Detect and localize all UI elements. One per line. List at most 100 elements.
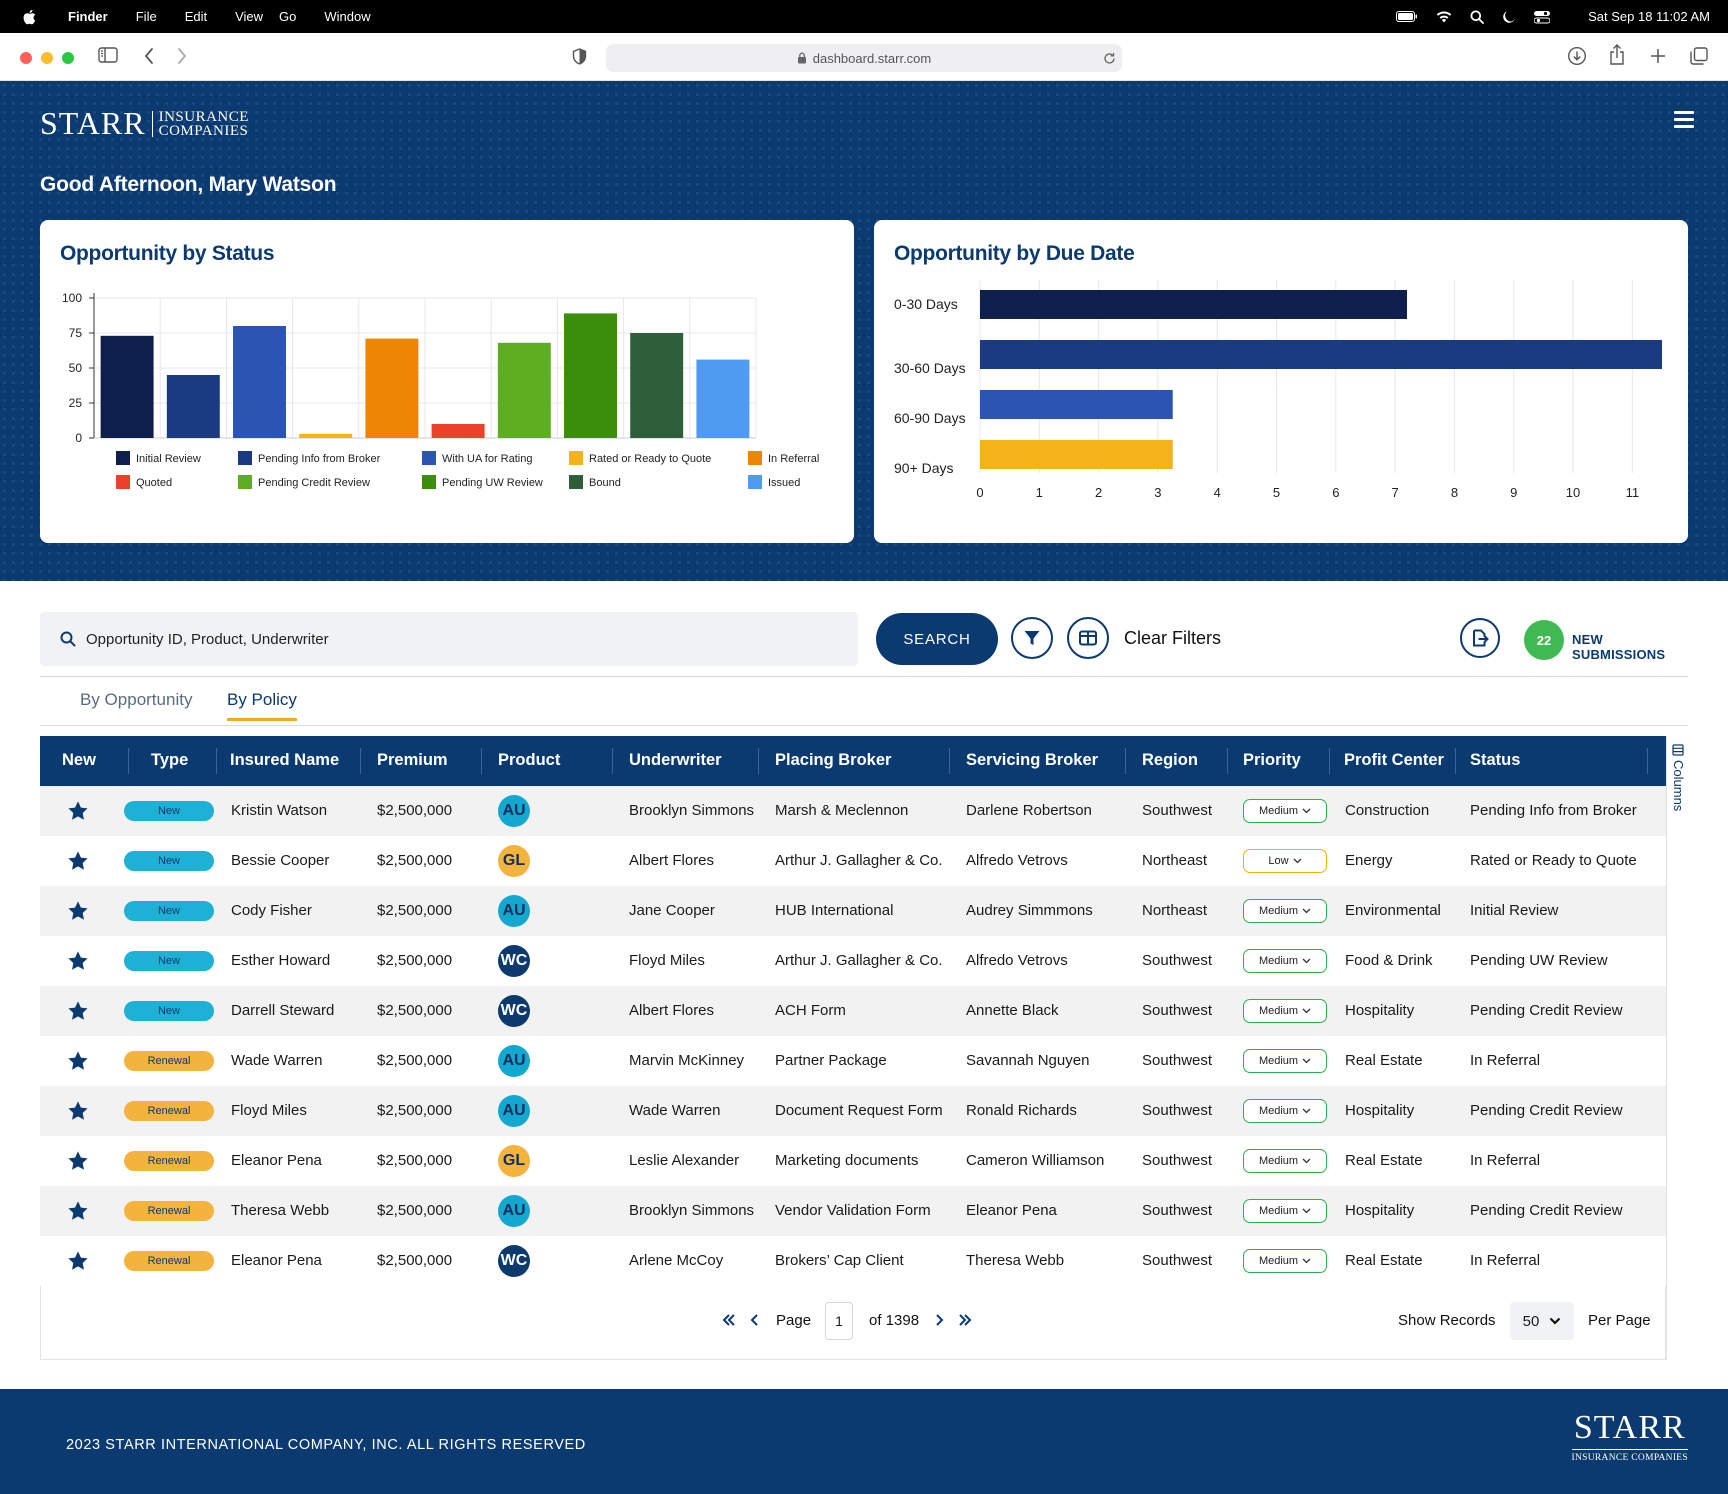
column-resize-handle[interactable] [1227, 748, 1228, 774]
column-header-product[interactable]: Product [498, 751, 561, 769]
back-arrow-icon[interactable] [143, 47, 155, 65]
next-page-icon[interactable] [934, 1313, 944, 1327]
records-per-page-select[interactable]: 50 [1510, 1302, 1574, 1340]
favorite-star-icon[interactable] [67, 800, 89, 822]
window-minimize-button[interactable] [41, 52, 53, 64]
column-resize-handle[interactable] [1329, 748, 1330, 774]
priority-dropdown[interactable]: Medium [1243, 1149, 1327, 1173]
control-center-icon[interactable] [1534, 10, 1551, 24]
column-resize-handle[interactable] [949, 748, 950, 774]
address-bar[interactable]: dashboard.starr.com [606, 44, 1122, 72]
last-page-icon[interactable] [958, 1313, 972, 1327]
priority-dropdown[interactable]: Medium [1243, 1249, 1327, 1273]
insured-name[interactable]: Darrell Steward [231, 1002, 335, 1019]
insured-name[interactable]: Eleanor Pena [231, 1152, 322, 1169]
priority-dropdown[interactable]: Medium [1243, 899, 1327, 923]
privacy-shield-icon[interactable] [572, 48, 587, 65]
starr-logo[interactable]: STARR INSURANCE COMPANIES [40, 105, 249, 142]
table-row[interactable]: New Darrell Steward $2,500,000 WC Albert Flo… [40, 986, 1688, 1036]
column-resize-handle[interactable] [216, 748, 217, 774]
sidebar-toggle-icon[interactable] [98, 47, 118, 63]
column-resize-handle[interactable] [1455, 748, 1456, 774]
column-resize-handle[interactable] [360, 748, 361, 774]
column-header-profit-center[interactable]: Profit Center [1344, 751, 1444, 769]
tab-overview-icon[interactable] [1690, 47, 1708, 65]
priority-dropdown[interactable]: Medium [1243, 1199, 1327, 1223]
search-input[interactable] [86, 630, 786, 648]
reload-icon[interactable] [1103, 52, 1116, 65]
column-resize-handle[interactable] [758, 748, 759, 774]
wifi-icon[interactable] [1436, 11, 1452, 23]
column-header-premium[interactable]: Premium [377, 751, 448, 769]
table-row[interactable]: Renewal Theresa Webb $2,500,000 AU Brooklyn … [40, 1186, 1688, 1236]
insured-name[interactable]: Floyd Miles [231, 1102, 307, 1119]
window-close-button[interactable] [20, 52, 32, 64]
menu-go[interactable]: Go [279, 9, 297, 24]
window-zoom-button[interactable] [62, 52, 74, 64]
column-header-new[interactable]: New [62, 751, 96, 769]
column-resize-handle[interactable] [1647, 748, 1648, 774]
table-row[interactable]: New Bessie Cooper $2,500,000 GL Albert Flore… [40, 836, 1688, 886]
insured-name[interactable]: Theresa Webb [231, 1202, 330, 1219]
apple-icon[interactable] [22, 9, 36, 25]
downloads-icon[interactable] [1567, 46, 1587, 66]
forward-arrow-icon[interactable] [176, 47, 188, 65]
previous-page-icon[interactable] [750, 1313, 760, 1327]
favorite-star-icon[interactable] [67, 950, 89, 972]
column-header-region[interactable]: Region [1142, 751, 1198, 769]
favorite-star-icon[interactable] [67, 900, 89, 922]
battery-icon[interactable] [1396, 11, 1418, 22]
first-page-icon[interactable] [722, 1313, 736, 1327]
insured-name[interactable]: Wade Warren [231, 1052, 323, 1069]
priority-dropdown[interactable]: Medium [1243, 799, 1327, 823]
hamburger-menu-icon[interactable] [1674, 111, 1694, 129]
menubar-datetime[interactable]: Sat Sep 18 11:02 AM [1588, 9, 1710, 24]
insured-name[interactable]: Esther Howard [231, 952, 331, 969]
new-submissions-count-badge[interactable]: 22 [1524, 620, 1564, 660]
share-icon[interactable] [1608, 44, 1626, 66]
column-header-type[interactable]: Type [151, 751, 189, 769]
table-row[interactable]: Renewal Eleanor Pena $2,500,000 WC Arlene Mc… [40, 1236, 1688, 1286]
favorite-star-icon[interactable] [67, 1250, 89, 1272]
column-header-placing-broker[interactable]: Placing Broker [775, 751, 892, 769]
table-row[interactable]: New Cody Fisher $2,500,000 AU Jane Cooper HUB… [40, 886, 1688, 936]
column-resize-handle[interactable] [612, 748, 613, 774]
insured-name[interactable]: Cody Fisher [231, 902, 312, 919]
menu-window[interactable]: Window [324, 9, 371, 24]
favorite-star-icon[interactable] [67, 1150, 89, 1172]
column-header-insured-name[interactable]: Insured Name [230, 751, 340, 769]
focus-moon-icon[interactable] [1502, 10, 1516, 24]
tab-by-opportunity[interactable]: By Opportunity [80, 690, 193, 709]
spotlight-search-icon[interactable] [1470, 10, 1484, 24]
priority-dropdown[interactable]: Medium [1243, 1099, 1327, 1123]
search-button[interactable]: SEARCH [876, 613, 998, 665]
priority-dropdown[interactable]: Medium [1243, 1049, 1327, 1073]
menu-view[interactable]: View [235, 9, 264, 24]
filter-button[interactable] [1011, 617, 1053, 659]
table-row[interactable]: New Kristin Watson $2,500,000 AU Brooklyn Si… [40, 786, 1688, 836]
favorite-star-icon[interactable] [67, 1000, 89, 1022]
favorite-star-icon[interactable] [67, 850, 89, 872]
menu-edit[interactable]: Edit [184, 9, 208, 24]
table-row[interactable]: Renewal Floyd Miles $2,500,000 AU Wade Warre… [40, 1086, 1688, 1136]
menu-file[interactable]: File [135, 9, 157, 24]
column-header-underwriter[interactable]: Underwriter [629, 751, 722, 769]
column-header-status[interactable]: Status [1470, 751, 1521, 769]
export-button[interactable] [1460, 618, 1500, 658]
page-number-input[interactable]: 1 [825, 1302, 853, 1340]
insured-name[interactable]: Eleanor Pena [231, 1252, 322, 1269]
column-header-servicing-broker[interactable]: Servicing Broker [966, 751, 1099, 769]
column-header-priority[interactable]: Priority [1243, 751, 1301, 769]
menu-app-name[interactable]: Finder [68, 9, 108, 24]
clear-filters-link[interactable]: Clear Filters [1124, 628, 1222, 648]
footer-logo[interactable]: STARR INSURANCE COMPANIES [1571, 1409, 1688, 1463]
favorite-star-icon[interactable] [67, 1050, 89, 1072]
favorite-star-icon[interactable] [67, 1100, 89, 1122]
table-row[interactable]: New Esther Howard $2,500,000 WC Floyd Miles A… [40, 936, 1688, 986]
table-row[interactable]: Renewal Wade Warren $2,500,000 AU Marvin McK… [40, 1036, 1688, 1086]
priority-dropdown[interactable]: Medium [1243, 999, 1327, 1023]
insured-name[interactable]: Bessie Cooper [231, 852, 330, 869]
column-layout-button[interactable] [1067, 617, 1109, 659]
priority-dropdown[interactable]: Low [1243, 849, 1327, 873]
column-resize-handle[interactable] [481, 748, 482, 774]
